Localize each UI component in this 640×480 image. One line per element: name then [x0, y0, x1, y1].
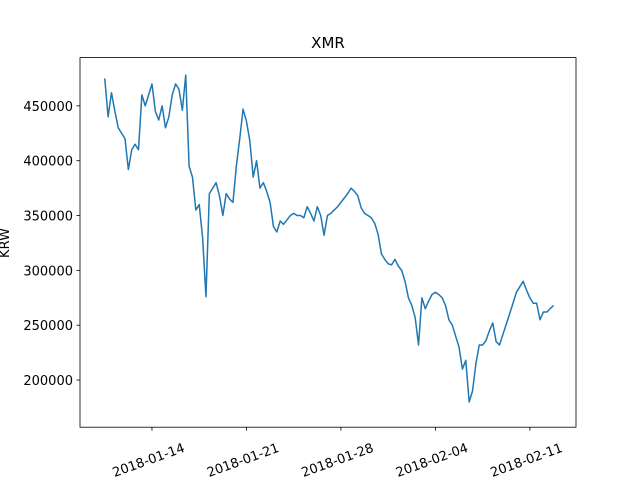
price-line [103, 74, 555, 403]
chart-title: XMR [311, 34, 345, 52]
y-tick-label: 250000 [23, 319, 73, 334]
y-tick-label: 350000 [23, 210, 73, 225]
y-tick-label: 200000 [23, 374, 73, 389]
y-tick-label: 450000 [23, 100, 73, 115]
y-tick-label: 400000 [23, 155, 73, 170]
y-axis-label: KRW [0, 228, 13, 258]
y-tick-label: 300000 [23, 264, 73, 279]
plot-frame [79, 57, 577, 428]
